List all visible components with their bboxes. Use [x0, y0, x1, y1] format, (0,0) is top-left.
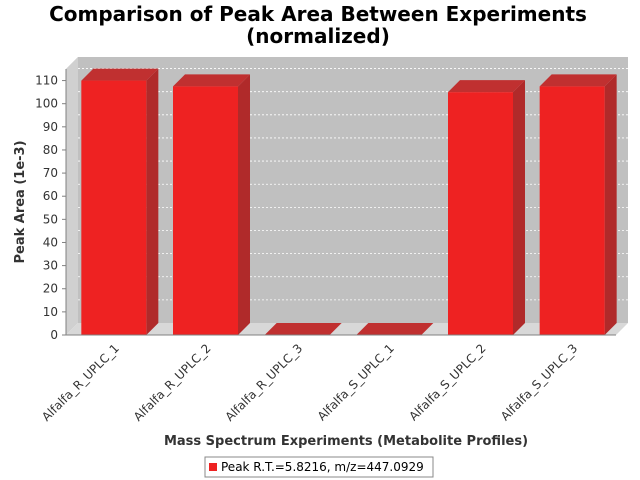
bar	[173, 74, 250, 335]
bar	[448, 80, 525, 335]
x-axis-label: Mass Spectrum Experiments (Metabolite Pr…	[164, 434, 528, 449]
legend-box	[204, 456, 434, 478]
bar-top	[81, 68, 159, 81]
y-axis-label: Peak Area (1e-3)	[13, 140, 28, 263]
y-tick-label: 70	[43, 166, 58, 180]
y-tick-label: 50	[43, 212, 58, 226]
bar-side	[513, 80, 525, 335]
bar	[264, 323, 342, 335]
bar-top	[448, 80, 525, 93]
y-ticks: 0 10 20 30 40 50 60 70 80 90 100 110	[35, 74, 66, 342]
bars	[81, 68, 617, 335]
legend: Peak R.T.=5.8216, m/z=447.0929	[204, 456, 434, 478]
chart-title-line1: Comparison of Peak Area Between Experime…	[49, 2, 587, 26]
chart-title-line2: (normalized)	[246, 24, 390, 48]
bar	[81, 68, 159, 335]
plot-side-wall	[66, 57, 78, 335]
bar-top	[539, 74, 617, 87]
y-tick-label: 90	[43, 120, 58, 134]
bar-top	[264, 323, 342, 335]
plot-background	[78, 57, 628, 323]
y-tick-label: 10	[43, 305, 58, 319]
x-tick-label: Alfalfa_S_UPLC_2	[406, 341, 488, 423]
bar-side	[238, 74, 250, 335]
x-tick-label: Alfalfa_R_UPLC_2	[131, 341, 214, 424]
y-tick-label: 60	[43, 189, 58, 203]
x-tick-label: Alfalfa_R_UPLC_1	[39, 341, 122, 424]
x-tick-label: Alfalfa_S_UPLC_3	[498, 341, 580, 423]
x-tick-label: Alfalfa_S_UPLC_1	[315, 341, 397, 423]
y-tick-label: 20	[43, 282, 58, 296]
bar-top	[173, 74, 250, 87]
legend-label: Peak R.T.=5.8216, m/z=447.0929	[221, 460, 424, 474]
legend-swatch	[209, 463, 217, 471]
bar	[539, 74, 617, 335]
bar-side	[604, 74, 617, 335]
bar-front	[448, 92, 513, 335]
x-tick-label: Alfalfa_R_UPLC_3	[222, 341, 305, 424]
x-ticks: Alfalfa_R_UPLC_1 Alfalfa_R_UPLC_2 Alfalfa_…	[39, 341, 580, 424]
bar-top	[356, 323, 434, 335]
bar-front	[539, 86, 605, 335]
y-tick-label: 40	[43, 235, 58, 249]
bar-side	[146, 68, 159, 335]
bar-front	[81, 80, 147, 335]
y-tick-label: 0	[50, 328, 58, 342]
y-tick-label: 30	[43, 259, 58, 273]
bar	[356, 323, 434, 335]
bar-front	[173, 86, 238, 335]
y-tick-label: 110	[35, 74, 58, 88]
y-tick-label: 100	[35, 97, 58, 111]
y-tick-label: 80	[43, 143, 58, 157]
